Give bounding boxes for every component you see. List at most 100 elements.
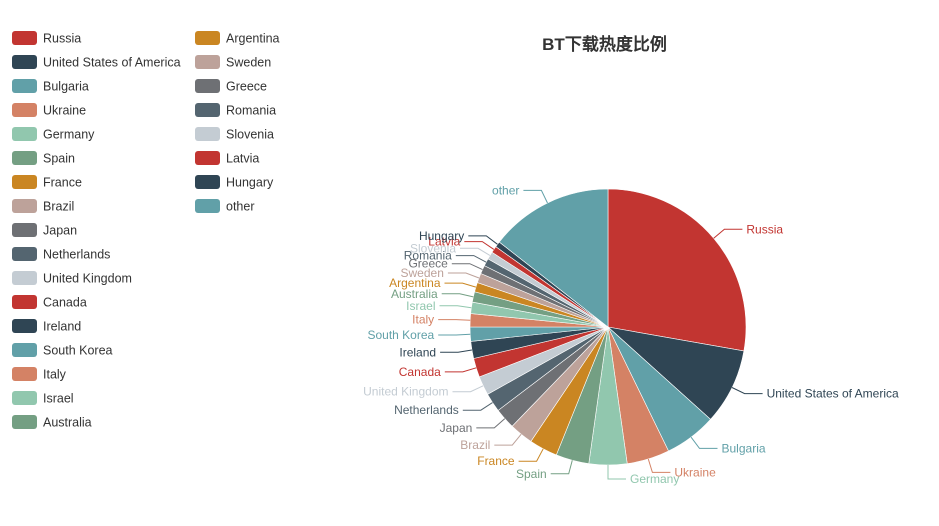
legend-item-united-kingdom[interactable]: United Kingdom [12,271,132,286]
legend-label: Netherlands [43,248,110,262]
legend-item-latvia[interactable]: Latvia [195,151,259,166]
slice-label-united-kingdom: United Kingdom [363,385,448,399]
legend-label: Brazil [43,200,74,214]
legend: Russia United States of America Bulgaria Uk… [12,31,280,430]
legend-item-france[interactable]: France [12,175,82,190]
legend-label: South Korea [43,344,113,358]
legend-swatch [12,271,37,285]
legend-item-brazil[interactable]: Brazil [12,199,74,214]
slice-label-russia: Russia [746,222,783,236]
legend-label: other [226,200,255,214]
legend-item-netherlands[interactable]: Netherlands [12,247,110,262]
legend-swatch [195,55,220,69]
pie-slices [469,188,747,466]
legend-label: Canada [43,296,87,310]
legend-item-other[interactable]: other [195,199,255,214]
slice-label-brazil: Brazil [460,438,490,452]
leader-line-other [523,189,548,204]
leader-line-australia [441,293,474,298]
slice-label-france: France [477,454,515,468]
pie-slice-russia[interactable] [607,188,747,352]
slice-label-slovenia: Slovenia [410,241,456,255]
legend-label: Italy [43,368,67,382]
slice-label-sweden: Sweden [401,266,444,280]
legend-swatch [195,175,220,189]
slice-label-hungary: Hungary [419,229,464,243]
leader-line-romania [455,255,487,263]
chart-title: BT下载热度比例 [542,35,667,54]
legend-swatch [195,127,220,141]
legend-swatch [195,79,220,93]
legend-item-hungary[interactable]: Hungary [195,175,274,190]
leader-line-latvia [464,241,495,250]
legend-label: Argentina [226,32,280,46]
slice-label-latvia: Latvia [428,235,460,249]
legend-swatch [195,199,220,213]
legend-swatch [12,223,37,237]
legend-swatch [12,199,37,213]
leader-line-brazil [494,433,522,446]
legend-item-ukraine[interactable]: Ukraine [12,103,86,118]
leader-line-south-korea [438,333,471,336]
slice-label-italy: Italy [412,313,434,327]
pie-slice-other[interactable] [498,188,609,328]
legend-label: Russia [43,32,81,46]
leader-line-netherlands [462,402,493,411]
legend-label: Australia [43,416,92,430]
legend-label: Israel [43,392,74,406]
slice-labels: Russia United States of America Bulgaria Uk… [363,183,899,486]
slice-label-ukraine: Ukraine [674,465,716,479]
legend-label: Sweden [226,56,271,70]
legend-label: Japan [43,224,77,238]
slice-label-germany: Germany [630,472,679,486]
slice-label-other: other [492,183,519,197]
legend-item-israel[interactable]: Israel [12,391,74,406]
leader-line-italy [438,319,471,321]
slice-label-argentina: Argentina [389,276,441,290]
legend-item-greece[interactable]: Greece [195,79,267,94]
legend-item-germany[interactable]: Germany [12,127,95,142]
leader-line-france [518,448,544,462]
legend-item-south-korea[interactable]: South Korea [12,343,113,358]
legend-item-spain[interactable]: Spain [12,151,75,166]
legend-label: Latvia [226,152,259,166]
leader-line-ireland [440,349,472,353]
legend-label: Hungary [226,176,274,190]
leader-line-bulgaria [690,436,718,449]
slice-label-south-korea: South Korea [367,328,434,342]
legend-item-ireland[interactable]: Ireland [12,319,81,334]
legend-item-italy[interactable]: Italy [12,367,67,382]
legend-item-canada[interactable]: Canada [12,295,87,310]
legend-swatch [195,103,220,117]
leader-line-sweden [447,272,480,279]
slice-label-netherlands: Netherlands [394,403,459,417]
leader-line-russia [713,228,743,239]
legend-item-sweden[interactable]: Sweden [195,55,271,70]
legend-swatch [12,367,37,381]
leader-line-japan [476,418,506,429]
legend-label: Spain [43,152,75,166]
leader-line-hungary [468,235,498,245]
legend-item-united-states-of-america[interactable]: United States of America [12,55,181,70]
leader-line-united-states-of-america [731,387,763,395]
legend-label: Ukraine [43,104,86,118]
legend-swatch [12,295,37,309]
legend-item-slovenia[interactable]: Slovenia [195,127,274,142]
legend-item-romania[interactable]: Romania [195,103,276,118]
legend-item-bulgaria[interactable]: Bulgaria [12,79,89,94]
legend-item-australia[interactable]: Australia [12,415,92,430]
legend-item-russia[interactable]: Russia [12,31,81,46]
legend-label: Greece [226,80,267,94]
legend-swatch [195,151,220,165]
slice-label-greece: Greece [408,257,448,271]
slice-label-ireland: Ireland [399,345,436,359]
legend-label: United States of America [43,56,181,70]
legend-item-japan[interactable]: Japan [12,223,77,238]
leader-line-germany [607,465,626,480]
legend-label: Romania [226,104,276,118]
slice-label-israel: Israel [406,299,435,313]
legend-item-argentina[interactable]: Argentina [195,31,280,46]
leader-line-united-kingdom [452,385,484,393]
leader-line-spain [550,460,573,475]
